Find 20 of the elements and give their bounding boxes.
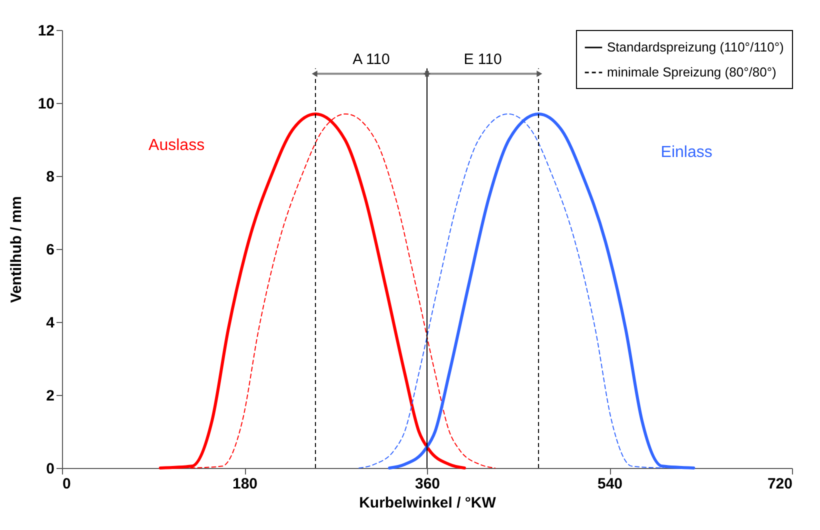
x-tick-label: 180 — [232, 476, 258, 492]
annotation: Einlass — [660, 144, 712, 162]
y-axis-title: Ventilhub / mm — [8, 196, 25, 303]
y-tick-label: 10 — [38, 96, 54, 112]
annotation: E 110 — [464, 51, 502, 68]
text: Standardspreizung (110°/110°) — [607, 40, 784, 54]
x-tick-label: 0 — [62, 476, 71, 492]
y-tick-label: 12 — [38, 22, 54, 40]
text: minimale Spreizung (80°/80°) — [607, 64, 776, 80]
y-tick-label: 2 — [46, 388, 54, 404]
y-tick-label: 4 — [46, 314, 56, 332]
y-tick-label: 8 — [46, 168, 54, 186]
annotation: A 110 — [352, 51, 390, 68]
x-axis-title: Kurbelwinkel / °KW — [359, 494, 497, 512]
x-tick-label: 360 — [414, 476, 440, 492]
y-tick-label: 0 — [46, 460, 54, 478]
y-tick-label: 6 — [46, 242, 54, 258]
x-tick-label: 720 — [767, 476, 792, 492]
annotation: Auslass — [148, 137, 205, 154]
x-tick-label: 540 — [597, 476, 623, 492]
